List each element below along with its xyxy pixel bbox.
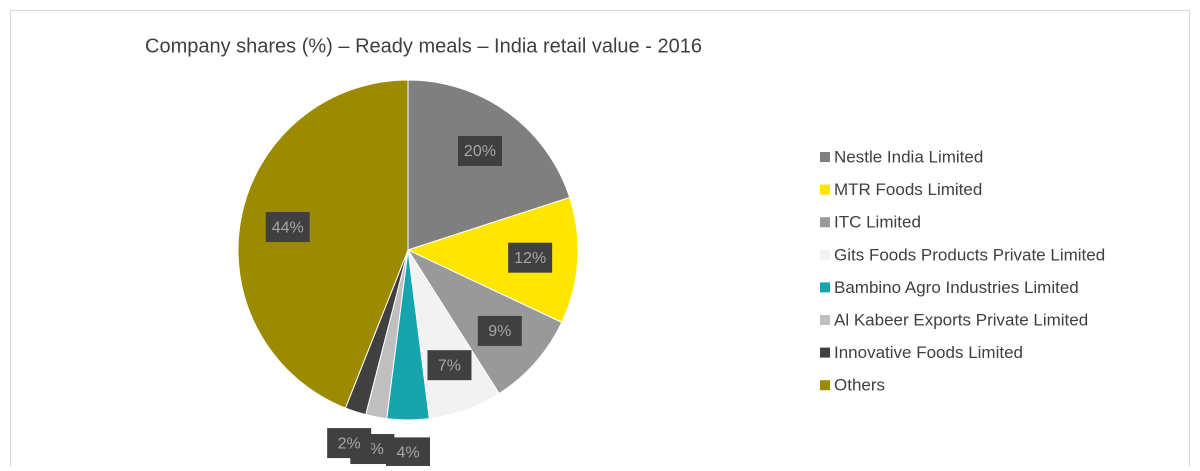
data-label: 44%: [272, 219, 304, 236]
chart-frame: [10, 10, 1190, 471]
data-label-box: [265, 212, 310, 243]
legend-label: Al Kabeer Exports Private Limited: [834, 310, 1088, 329]
data-label: 7%: [438, 357, 461, 374]
data-label-box: [457, 135, 502, 166]
legend-swatch: [820, 249, 830, 260]
data-label-box: [477, 315, 522, 346]
legend-label: MTR Foods Limited: [834, 180, 982, 199]
legend-label: Gits Foods Products Private Limited: [834, 245, 1105, 264]
data-label: 12%: [514, 250, 546, 267]
chart-title: Company shares (%) – Ready meals – India…: [145, 35, 702, 57]
legend-label: Others: [834, 376, 885, 395]
data-label: 9%: [488, 323, 511, 340]
legend-label: ITC Limited: [834, 213, 921, 232]
data-label: 20%: [464, 143, 496, 160]
data-label-box: [427, 350, 472, 381]
pie-slice: [237, 79, 409, 409]
legend-swatch: [820, 152, 830, 162]
legend-swatch: [820, 315, 830, 325]
data-label-box: [508, 242, 553, 273]
data-label: 2%: [338, 435, 361, 452]
legend-label: Bambino Agro Industries Limited: [834, 278, 1079, 297]
legend-swatch: [820, 282, 830, 293]
legend-swatch: [820, 184, 830, 195]
data-label-box: [327, 428, 372, 459]
legend-swatch: [820, 380, 830, 391]
legend-label: Innovative Foods Limited: [834, 343, 1023, 362]
legend-swatch: [820, 217, 830, 228]
data-label: 4%: [396, 445, 419, 462]
legend-label: Nestle India Limited: [834, 147, 983, 166]
pie-slice: [406, 196, 579, 324]
legend-swatch: [820, 347, 830, 358]
